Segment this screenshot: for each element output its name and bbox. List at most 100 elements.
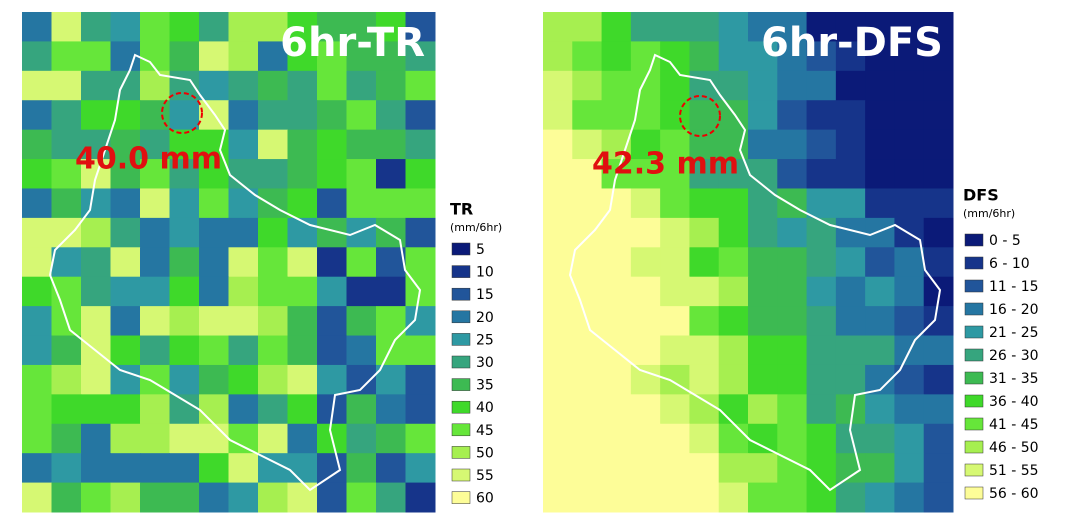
raster-cell [376,335,406,366]
raster-cell [777,70,808,101]
raster-cell [660,276,690,307]
raster-cell [865,276,895,307]
raster-cell [228,394,259,425]
raster-cell [228,276,259,307]
raster-cell [110,364,141,395]
raster-cell [923,394,954,425]
raster-cell [346,423,377,454]
raster-cell [777,247,808,278]
raster-cell [228,482,259,513]
raster-cell [22,423,52,454]
raster-cell [660,12,690,42]
raster-cell [228,335,259,366]
raster-cell [169,276,200,307]
raster-cell [777,100,808,131]
raster-cell [572,217,603,248]
raster-cell [923,188,954,219]
raster-cell [806,364,837,395]
raster-cell [748,335,778,366]
raster-cell [894,453,925,484]
raster-cell [660,41,690,72]
legend-swatch [451,310,471,324]
raster-cell [110,188,141,219]
raster-cell [865,12,895,42]
raster-cell [718,100,749,131]
raster-cell [572,188,603,219]
raster-cell [169,100,200,131]
raster-cell [718,394,749,425]
raster-cell [777,335,808,366]
raster-cell [199,188,229,219]
raster-cell [287,217,318,248]
raster-cell [346,394,377,425]
legend-swatch [964,394,984,408]
raster-cell [601,217,632,248]
raster-cell [601,70,632,101]
raster-cell [376,12,406,42]
raster-cell [140,276,170,307]
raster-cell [376,482,406,513]
raster-cell [894,159,925,189]
raster-cell [894,394,925,425]
raster-cell [317,159,347,189]
raster-cell [748,70,778,101]
raster-cell [199,276,229,307]
raster-cell [51,335,82,366]
raster-cell [630,276,661,307]
raster-cell [405,335,436,366]
legend-title: DFS [963,186,999,205]
legend-swatch [451,423,471,437]
raster-cell [543,276,573,307]
raster-cell [689,188,720,219]
raster-cell [572,159,603,189]
raster-cell [748,482,778,513]
raster-cell [169,159,200,189]
raster-cell [689,453,720,484]
raster-cell [806,100,837,131]
raster-cell [51,217,82,248]
raster-cell [748,100,778,131]
legend-label: 31 - 35 [989,371,1039,387]
raster-cell [346,453,377,484]
legend-swatch [964,279,984,293]
raster-cell [718,188,749,219]
legend-swatch [451,400,471,414]
legend-label: 40 [476,400,494,416]
raster-cell [81,423,111,454]
raster-cell [376,129,406,160]
raster-cell [923,335,954,366]
raster-cell [199,453,229,484]
raster-cell [110,423,141,454]
raster-cell [572,423,603,454]
raster-cell [601,41,632,72]
raster-cell [835,276,866,307]
raster-cell [806,306,837,337]
raster-cell [199,217,229,248]
raster-cell [169,364,200,395]
raster-cell [51,423,82,454]
raster-cell [777,159,808,189]
raster-cell [405,394,436,425]
legend-label: 21 - 25 [989,325,1039,341]
marker-circle [161,92,203,134]
legend-swatch [964,348,984,362]
raster-cell [748,276,778,307]
raster-cell [376,276,406,307]
raster-cell [110,129,141,160]
raster-cell [865,217,895,248]
raster-cell [630,364,661,395]
raster-cell [806,70,837,101]
raster-cell [865,41,895,72]
raster-cell [630,423,661,454]
legend-label: 46 - 50 [989,440,1039,456]
raster-cell [51,159,82,189]
raster-cell [835,100,866,131]
raster-cell [140,217,170,248]
raster-cell [22,159,52,189]
raster-cell [835,70,866,101]
raster-cell [199,335,229,366]
raster-cell [572,12,603,42]
raster-cell [228,247,259,278]
raster-cell [894,423,925,454]
raster-cell [258,217,288,248]
